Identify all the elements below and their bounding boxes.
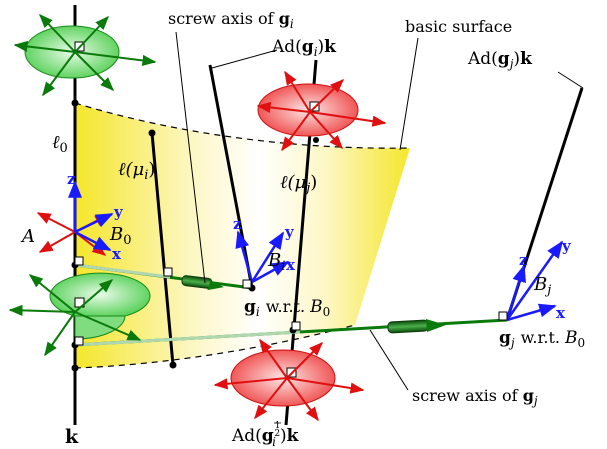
label-ell-mu-i: ℓ(μi)	[118, 159, 155, 183]
axis-y-label-Bi: y	[284, 223, 295, 241]
frame-bottom-green	[8, 272, 151, 357]
leader-ad-gi-k	[211, 49, 278, 69]
screw-axis-gi-light	[74, 263, 171, 279]
line-ad-gi-k	[208, 64, 254, 289]
label-ad-gj-k: Ad(gj)k	[467, 49, 533, 71]
label-A: A	[20, 226, 35, 247]
axis-z-label-Bj: z	[519, 251, 528, 269]
surface-top-edge	[74, 102, 411, 149]
frame-Bi-blue	[235, 230, 290, 284]
label-k: k	[65, 426, 79, 448]
label-screw-axis-gi: screw axis of gi	[168, 9, 294, 31]
frame-top-red	[256, 70, 387, 152]
axis-y-label-Bj: y	[561, 237, 572, 255]
axis-z-label-Bi: z	[233, 215, 242, 233]
label-screw-axis-gj: screw axis of gj	[412, 386, 538, 408]
label-Bj: Bj	[533, 274, 551, 298]
frame-Bj-blue	[505, 240, 564, 322]
label-gj-wrt-B0: gj w.r.t. B0	[499, 328, 585, 350]
frame-B0-blue	[68, 180, 114, 252]
label-ell0: ℓ0	[52, 132, 68, 156]
right-angle-markers	[74, 256, 508, 346]
axis-x-label-B0: x	[112, 245, 122, 263]
label-ell-mu-j: ℓ(μj)	[280, 172, 317, 196]
leader-screw-axis-gi	[175, 31, 206, 284]
label-ad-gi-k: Ad(gi)k	[271, 37, 337, 59]
leader-screw-axis-gj	[369, 329, 409, 391]
leader-basic-surface	[399, 37, 419, 151]
frame-bottom-red	[213, 338, 365, 422]
axis-x-label-Bj: x	[556, 304, 566, 322]
axis-z-label-B0: z	[67, 170, 76, 188]
screw-gj-icon	[387, 319, 446, 334]
surface-bottom-edge	[74, 324, 356, 369]
label-B0: B0	[109, 224, 132, 248]
label-ad-gi-half-k: Ad(g1 2 i)k	[231, 421, 300, 449]
axis-x-label-Bi: x	[286, 256, 296, 274]
axis-y-label-B0: y	[113, 203, 124, 221]
frame-top-green	[13, 13, 157, 97]
line-ell-mu-i	[150, 132, 175, 366]
label-Bi: Bi	[267, 250, 285, 274]
leader-ad-gj-k	[557, 71, 584, 89]
label-basic-surface: basic surface	[405, 17, 512, 36]
screw-axis-gj-light	[74, 330, 301, 347]
label-gi-wrt-B0: gi w.r.t. B0	[244, 297, 330, 319]
